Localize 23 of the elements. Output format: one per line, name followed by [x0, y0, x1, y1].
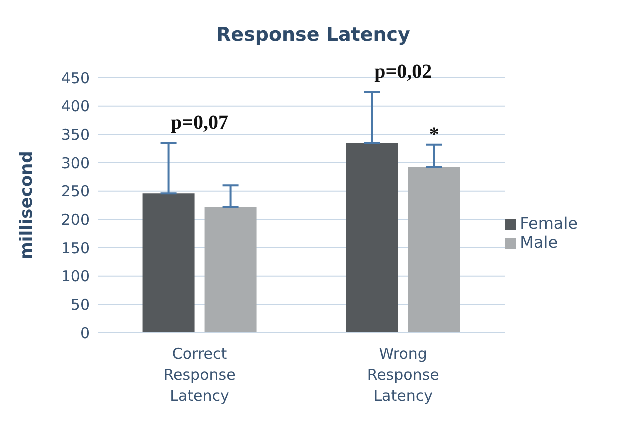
- annotation: p=0,02: [374, 61, 432, 84]
- annotation: *: [429, 124, 440, 146]
- x-tick-label: Correct Response Latency: [164, 345, 236, 405]
- y-tick-label: 100: [61, 268, 90, 286]
- legend-label: Female: [520, 214, 578, 233]
- y-tick-label: 350: [61, 126, 90, 144]
- y-tick-label: 200: [61, 210, 90, 229]
- chart-title: Response Latency: [216, 23, 412, 48]
- y-axis-title: millisecond: [17, 151, 38, 260]
- annotation: p=0,07: [171, 112, 229, 134]
- y-tick-label: 450: [61, 69, 90, 88]
- legend-label: Male: [520, 233, 558, 252]
- y-tick-label: 50: [70, 296, 90, 314]
- y-tick-label: 300: [61, 154, 90, 172]
- bar: [408, 168, 460, 333]
- y-tick-label: 250: [61, 182, 90, 201]
- y-tick-label: 0: [80, 324, 90, 342]
- bar: [142, 194, 195, 333]
- y-tick-label: 150: [61, 239, 90, 258]
- y-tick-label: 400: [61, 98, 90, 116]
- bar: [204, 207, 257, 333]
- x-tick-label: Wrong Response Latency: [367, 345, 440, 405]
- bar: [346, 143, 398, 333]
